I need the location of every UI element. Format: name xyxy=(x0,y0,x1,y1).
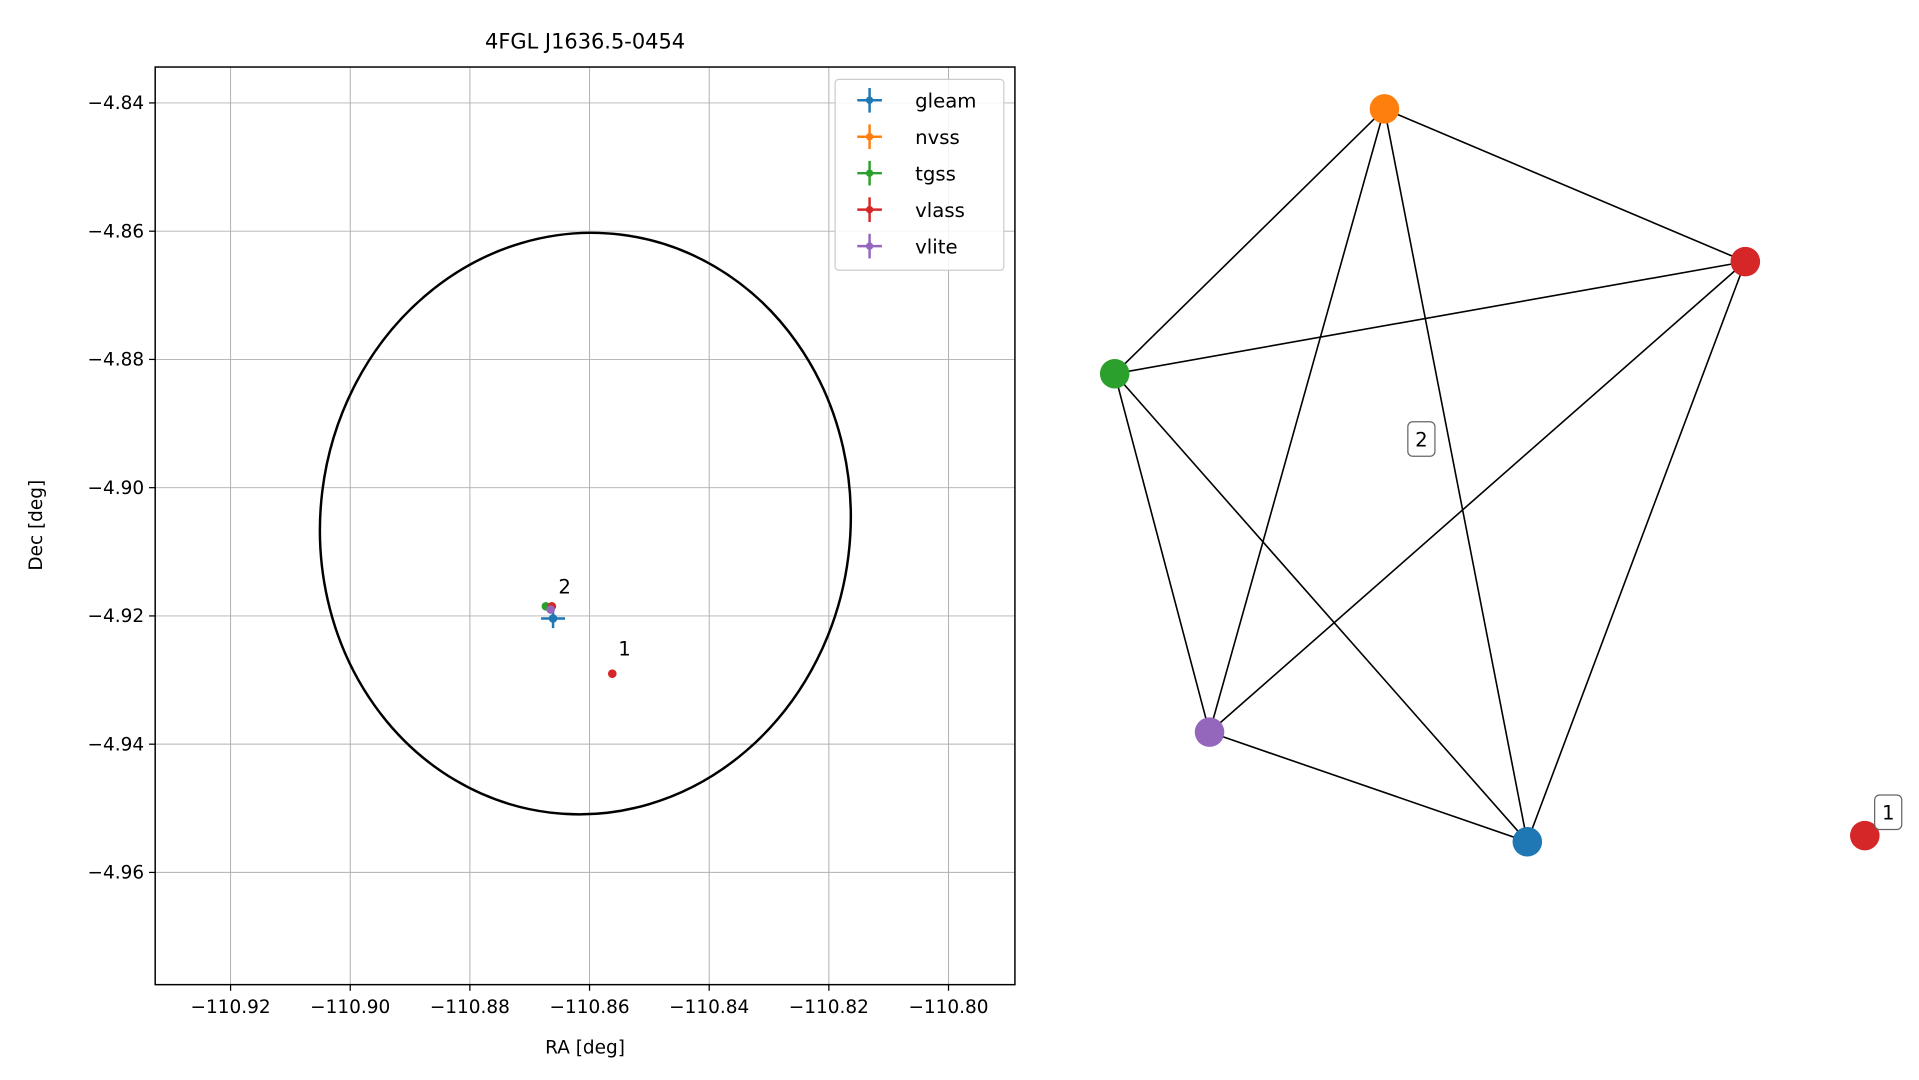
edge xyxy=(1209,261,1746,733)
node xyxy=(1850,820,1880,851)
localization-ellipse xyxy=(318,231,853,816)
annotation: 2 xyxy=(558,575,571,598)
x-tick-label: −110.90 xyxy=(310,997,390,1018)
legend-marker xyxy=(865,169,874,177)
edge xyxy=(1113,373,1211,733)
group-label-box xyxy=(1874,794,1903,831)
edge xyxy=(1114,260,1746,375)
point xyxy=(546,605,555,614)
group-label-box xyxy=(1407,421,1436,457)
legend-label: tgss xyxy=(915,163,956,186)
legend-marker xyxy=(865,96,874,104)
legend-marker xyxy=(865,133,874,141)
x-tick-label: −110.88 xyxy=(430,997,510,1018)
y-tick-label: −4.94 xyxy=(88,734,145,755)
x-tick-label: −110.92 xyxy=(191,997,271,1018)
plot-frame xyxy=(154,66,1016,986)
edge xyxy=(1114,373,1528,843)
chart-title: 4FGL J1636.5-0454 xyxy=(485,29,685,53)
legend-label: vlite xyxy=(915,236,957,259)
node xyxy=(1369,94,1400,124)
point xyxy=(548,614,558,623)
point xyxy=(607,669,617,678)
x-tick-label: −110.86 xyxy=(549,997,629,1018)
node xyxy=(1099,358,1130,389)
legend-marker xyxy=(865,205,874,214)
x-tick-label: −110.82 xyxy=(789,997,869,1018)
edge xyxy=(1209,731,1528,843)
y-axis-label: Dec [deg] xyxy=(26,480,47,571)
node xyxy=(1194,717,1225,747)
y-tick-label: −4.84 xyxy=(88,93,145,114)
group-label: 2 xyxy=(1415,428,1428,451)
edge xyxy=(1208,108,1386,733)
x-tick-label: −110.80 xyxy=(908,997,988,1018)
edge xyxy=(1384,108,1746,263)
legend-label: vlass xyxy=(915,199,965,222)
node xyxy=(1730,246,1761,277)
legend-label: gleam xyxy=(915,90,976,113)
y-tick-label: −4.92 xyxy=(88,606,145,627)
legend-marker xyxy=(865,242,874,250)
legend-label: nvss xyxy=(915,126,960,149)
annotation: 1 xyxy=(618,638,631,661)
x-tick-label: −110.84 xyxy=(669,997,749,1018)
y-tick-label: −4.86 xyxy=(88,221,145,242)
edge xyxy=(1383,108,1529,842)
edge xyxy=(1526,261,1747,843)
node xyxy=(1512,826,1543,857)
y-tick-label: −4.88 xyxy=(88,350,145,371)
y-tick-label: −4.90 xyxy=(88,478,145,499)
x-axis-label: RA [deg] xyxy=(545,1038,625,1059)
group-label: 1 xyxy=(1882,802,1895,825)
edge xyxy=(1114,108,1385,375)
legend-box xyxy=(834,78,1005,271)
y-tick-label: −4.96 xyxy=(88,863,145,884)
